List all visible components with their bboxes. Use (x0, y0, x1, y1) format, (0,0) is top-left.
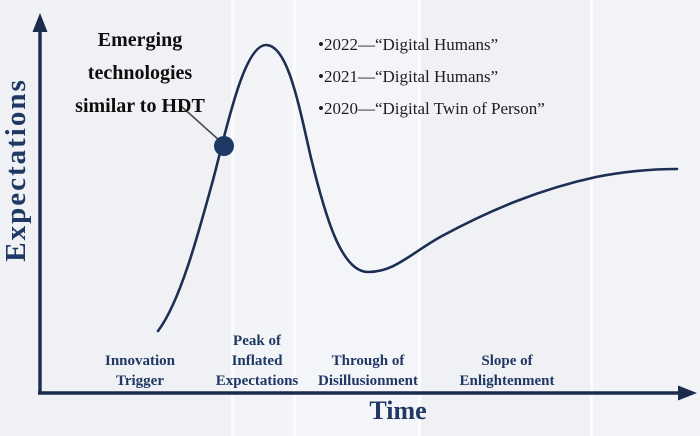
phase-label-peak-of-inflated-expectations: Peak of Inflated Expectations (215, 333, 299, 389)
phase-panel-plateau (591, 0, 700, 436)
phase-label-through-of-disillusionment: Through of Disillusionment (317, 353, 419, 389)
phase-divider (231, 0, 234, 436)
milestone-item-2022: •2022—“Digital Humans” (318, 35, 499, 54)
x-axis-label: Time (369, 396, 427, 425)
milestone-item-2020: •2020—“Digital Twin of Person” (318, 99, 545, 118)
milestone-list: •2022—“Digital Humans” •2021—“Digital Hu… (318, 29, 545, 125)
phase-divider (293, 0, 296, 436)
hype-curve (156, 43, 679, 333)
milestone-item-2021: •2021—“Digital Humans” (318, 67, 499, 86)
hdt-marker-dot (214, 136, 234, 156)
y-axis-label: Expectations (0, 78, 32, 262)
marker-annotation: Emerging technologies similar to HDT (75, 29, 205, 117)
y-axis-arrowhead (32, 13, 48, 32)
annotation-leader-line (180, 105, 221, 142)
x-axis-arrowhead (678, 385, 697, 401)
phase-label-innovation-trigger: Innovation Trigger (104, 353, 176, 389)
phase-divider (418, 0, 421, 436)
phase-panel-trough (294, 0, 419, 436)
phase-label-slope-of-enlightenment: Slope of Enlightenment (459, 353, 555, 389)
phase-divider (590, 0, 593, 436)
